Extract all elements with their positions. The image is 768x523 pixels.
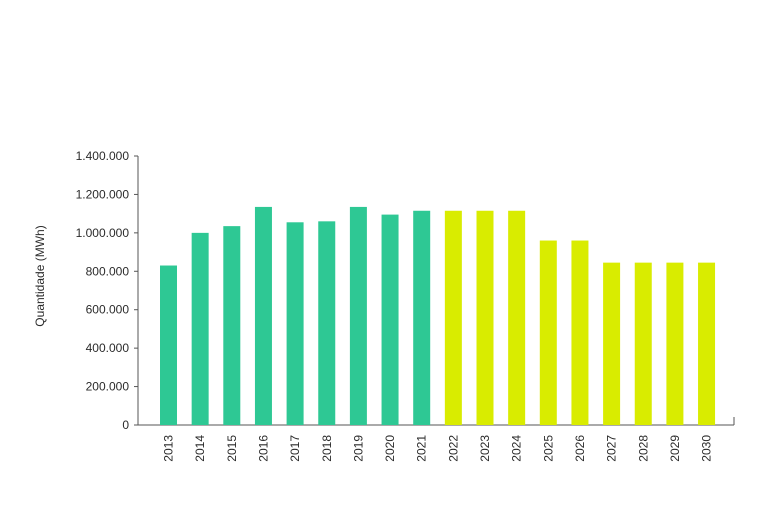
x-category-label: 2024 bbox=[510, 435, 524, 462]
x-category-label: 2022 bbox=[446, 435, 460, 462]
y-tick-label: 800.000 bbox=[86, 264, 130, 278]
x-labels: 2013 2014 2015 2016 2017 2018 2019 2020 2021 2022… bbox=[162, 435, 714, 462]
bar-2022 bbox=[444, 210, 462, 425]
bar-2015 bbox=[223, 226, 241, 425]
x-category-label: 2023 bbox=[478, 435, 492, 462]
x-category-label: 2021 bbox=[415, 435, 429, 462]
x-category-label: 2020 bbox=[383, 435, 397, 462]
bar-2029 bbox=[666, 262, 684, 425]
x-category-label: 2014 bbox=[193, 435, 207, 462]
bar-2023 bbox=[476, 210, 494, 425]
bar-2027 bbox=[603, 262, 621, 425]
x-category-label: 2030 bbox=[700, 435, 714, 462]
bars bbox=[160, 206, 716, 425]
bar-2014 bbox=[191, 232, 209, 425]
y-tick-label: 600.000 bbox=[86, 303, 130, 317]
x-category-label: 2018 bbox=[320, 435, 334, 462]
y-tick-label: 0 bbox=[122, 418, 129, 432]
bar-2013 bbox=[160, 265, 177, 425]
x-category-label: 2027 bbox=[605, 435, 619, 462]
y-tick-label: 1.200.000 bbox=[76, 187, 130, 201]
x-category-label: 2029 bbox=[668, 435, 682, 462]
bar-2021 bbox=[413, 210, 431, 425]
x-category-label: 2015 bbox=[225, 435, 239, 462]
x-category-label: 2019 bbox=[351, 435, 365, 462]
bar-2024 bbox=[508, 210, 526, 425]
bar-2016 bbox=[254, 206, 272, 425]
x-category-label: 2025 bbox=[541, 435, 555, 462]
bar-2019 bbox=[349, 206, 367, 425]
y-ticks: 0 200.000 400.000 600.000 800.000 1.000.000 1.… bbox=[76, 149, 138, 432]
x-category-label: 2013 bbox=[162, 435, 176, 462]
bar-2030 bbox=[698, 262, 716, 425]
y-tick-label: 1.400.000 bbox=[76, 149, 130, 163]
bar-2025 bbox=[539, 240, 557, 425]
bar-2026 bbox=[571, 240, 589, 425]
x-category-label: 2016 bbox=[256, 435, 270, 462]
y-tick-label: 1.000.000 bbox=[76, 226, 130, 240]
y-tick-label: 400.000 bbox=[86, 341, 130, 355]
bar-2017 bbox=[286, 222, 304, 425]
y-tick-label: 200.000 bbox=[86, 380, 130, 394]
bar-2028 bbox=[634, 262, 652, 425]
y-axis-title: Quantidade (MWh) bbox=[33, 225, 47, 326]
bar-2018 bbox=[318, 221, 336, 425]
x-category-label: 2017 bbox=[288, 435, 302, 462]
x-category-label: 2026 bbox=[573, 435, 587, 462]
x-category-label: 2028 bbox=[636, 435, 650, 462]
bar-2020 bbox=[381, 214, 399, 425]
